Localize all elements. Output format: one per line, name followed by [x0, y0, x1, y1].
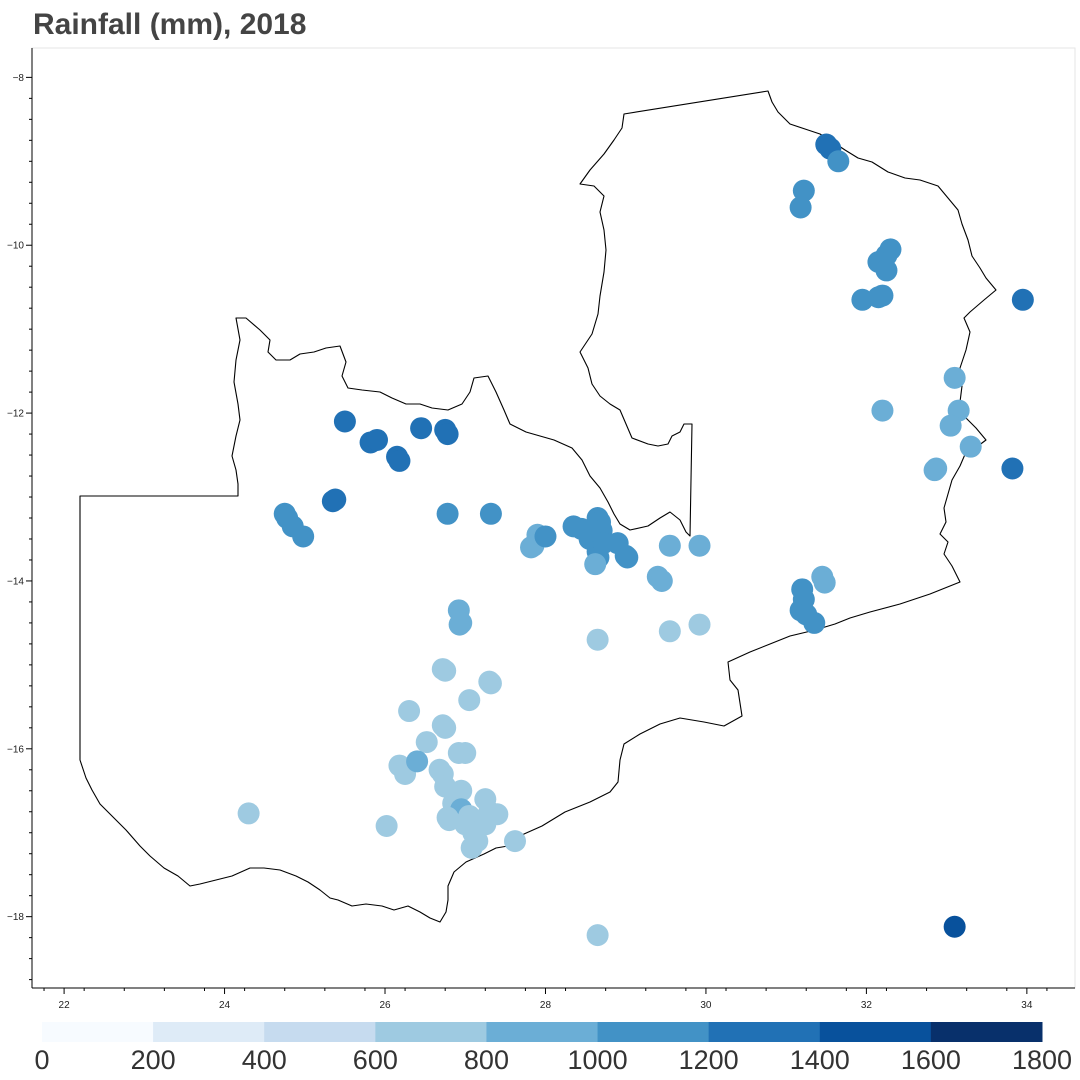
rainfall-point [813, 571, 836, 594]
chart-title: Rainfall (mm), 2018 [33, 8, 307, 41]
colorbar-segment [708, 1022, 821, 1042]
y-tick-label: −16 [7, 744, 24, 755]
colorbar-segment [375, 1022, 487, 1042]
rainfall-point [324, 488, 347, 511]
y-tick-label: −10 [7, 241, 24, 252]
plot-border [31, 47, 1076, 989]
colorbar-tick-label: 1200 [679, 1045, 739, 1075]
rainfall-point [586, 924, 609, 947]
rainfall-point [398, 700, 421, 723]
colorbar-segment [819, 1022, 932, 1042]
rainfall-point [792, 179, 815, 202]
rainfall-point [650, 569, 673, 592]
colorbar-tick-label: 800 [464, 1045, 509, 1075]
rainfall-point [943, 915, 966, 938]
x-tick-label: 28 [540, 1000, 552, 1011]
rainfall-point [406, 750, 429, 773]
rainfall-point [688, 613, 711, 636]
colorbar: 0 200 400 600 800 1000 1200 1400 1600 1800 [34, 1022, 1072, 1075]
y-tick-label: −18 [7, 912, 24, 923]
rainfall-point [333, 410, 356, 433]
x-ticks: 22 24 26 28 30 32 34 [43, 988, 1048, 1011]
rainfall-point [292, 525, 315, 548]
rainfall-point [584, 553, 607, 576]
rainfall-point [959, 435, 982, 458]
colorbar-segment [42, 1022, 154, 1042]
colorbar-tick-label: 1400 [790, 1045, 850, 1075]
colorbar-tick-label: 0 [34, 1045, 49, 1075]
rainfall-point [365, 428, 388, 451]
rainfall-point [925, 457, 948, 480]
rainfall-point [586, 628, 609, 651]
x-tick-label: 22 [59, 1000, 71, 1011]
rainfall-point [434, 716, 457, 739]
rainfall-point [460, 836, 483, 859]
x-tick-label: 26 [379, 1000, 391, 1011]
x-tick-label: 34 [1021, 1000, 1033, 1011]
rainfall-point [415, 731, 438, 754]
colorbar-tick-label: 1600 [901, 1045, 961, 1075]
colorbar-tick-label: 1000 [568, 1045, 628, 1075]
y-tick-label: −12 [7, 409, 24, 420]
rainfall-point [454, 742, 477, 764]
colorbar-tick-label: 400 [242, 1045, 287, 1075]
colorbar-segment [486, 1022, 599, 1042]
rainfall-point [388, 449, 411, 472]
rainfall-point [474, 813, 497, 836]
rainfall-points [237, 133, 1034, 947]
y-tick-label: −8 [13, 73, 25, 84]
rainfall-point [479, 672, 502, 695]
rainfall-point [803, 611, 826, 634]
colorbar-tick-label: 600 [353, 1045, 398, 1075]
colorbar-segment [597, 1022, 710, 1042]
rainfall-point [827, 150, 850, 173]
rainfall-point [943, 366, 966, 389]
rainfall-point [450, 611, 473, 634]
rainfall-point [436, 423, 459, 446]
rainfall-point [458, 689, 481, 712]
country-border [79, 90, 997, 923]
rainfall-point [875, 259, 898, 282]
x-tick-label: 24 [219, 1000, 231, 1011]
rainfall-point [434, 659, 457, 682]
rainfall-point [939, 414, 962, 437]
y-tick-label: −14 [7, 576, 24, 587]
rainfall-point [503, 830, 526, 853]
rainfall-point [658, 620, 681, 643]
colorbar-segment [264, 1022, 376, 1042]
rainfall-point [1001, 457, 1024, 480]
x-tick-label: 32 [861, 1000, 873, 1011]
x-tick-label: 30 [700, 1000, 712, 1011]
rainfall-point [534, 525, 557, 548]
rainfall-point [410, 417, 433, 440]
y-ticks: −8 −10 −12 −14 −16 −18 [7, 73, 32, 981]
colorbar-segment [153, 1022, 265, 1042]
rainfall-point [789, 196, 812, 219]
colorbar-segment [930, 1022, 1043, 1042]
rainfall-point [871, 284, 894, 307]
rainfall-point [1011, 288, 1034, 311]
rainfall-point [688, 534, 711, 557]
colorbar-tick-label: 200 [131, 1045, 176, 1075]
rainfall-point [479, 502, 502, 525]
rainfall-point [375, 815, 398, 838]
rainfall-point [616, 546, 639, 569]
rainfall-point [658, 534, 681, 557]
colorbar-tick-label: 1800 [1012, 1045, 1072, 1075]
rainfall-point [436, 502, 459, 525]
rainfall-point [237, 802, 260, 825]
rainfall-point [871, 399, 894, 422]
